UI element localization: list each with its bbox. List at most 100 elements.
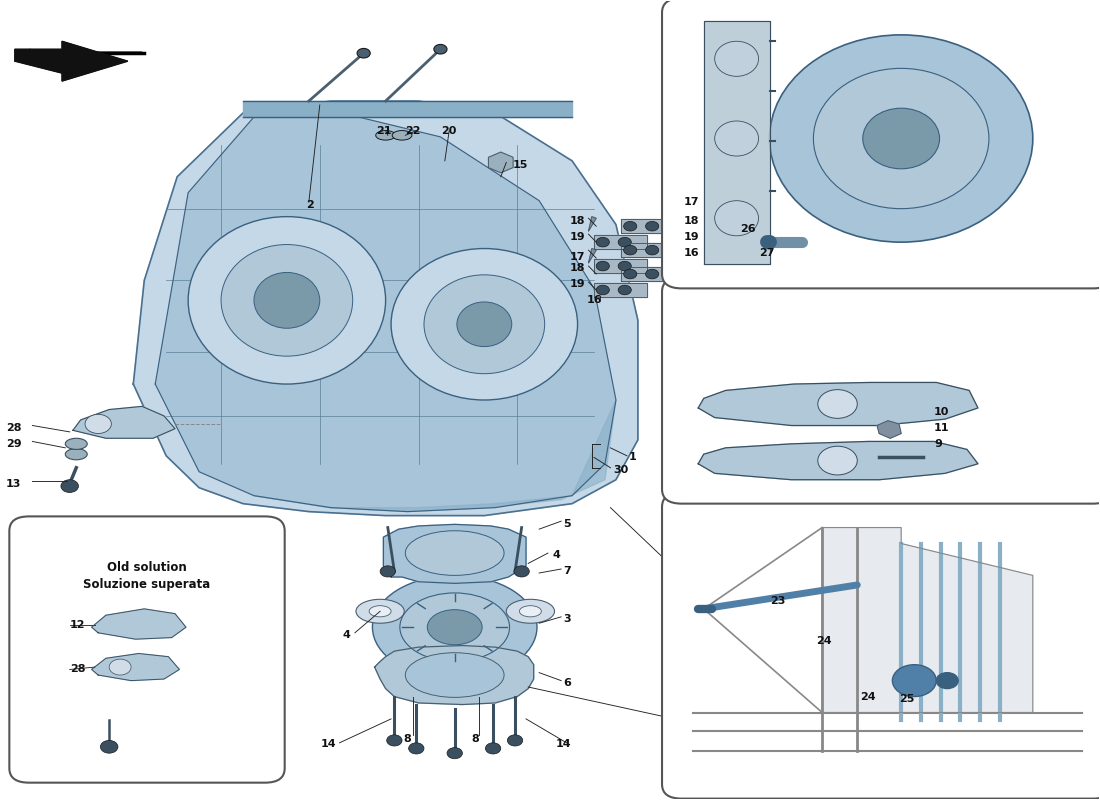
Text: 6: 6 [563, 678, 571, 688]
Ellipse shape [356, 599, 404, 623]
Circle shape [85, 414, 111, 434]
Text: 29: 29 [6, 439, 21, 449]
Ellipse shape [376, 130, 396, 140]
Circle shape [646, 270, 659, 279]
Text: 16: 16 [587, 295, 603, 306]
Text: 5: 5 [563, 518, 571, 529]
Circle shape [109, 659, 131, 675]
Text: 17: 17 [684, 198, 700, 207]
Polygon shape [14, 42, 128, 81]
Polygon shape [243, 101, 572, 117]
Text: Soluzione superata: Soluzione superata [82, 578, 210, 591]
Circle shape [646, 246, 659, 255]
Text: 22: 22 [405, 126, 421, 135]
Text: © sparepartsdir...: © sparepartsdir... [219, 166, 399, 282]
Circle shape [618, 262, 631, 271]
Text: 21: 21 [376, 126, 392, 135]
Text: 19: 19 [570, 279, 585, 290]
Ellipse shape [65, 438, 87, 450]
Ellipse shape [254, 273, 320, 328]
Polygon shape [588, 217, 596, 231]
Circle shape [936, 673, 958, 689]
Text: 13: 13 [6, 478, 21, 489]
Text: 14: 14 [321, 739, 337, 750]
Polygon shape [594, 235, 647, 250]
Circle shape [358, 49, 371, 58]
Text: 2: 2 [307, 200, 315, 210]
Ellipse shape [427, 610, 482, 645]
Circle shape [447, 747, 462, 758]
Circle shape [485, 743, 501, 754]
Polygon shape [698, 442, 978, 480]
Text: 8: 8 [472, 734, 480, 744]
Ellipse shape [715, 121, 759, 156]
Text: 24: 24 [860, 691, 876, 702]
Polygon shape [155, 113, 616, 512]
Text: 4: 4 [342, 630, 351, 640]
Ellipse shape [770, 35, 1033, 242]
Text: 10: 10 [934, 407, 949, 417]
Ellipse shape [862, 108, 939, 169]
Text: © sparepartsdir...: © sparepartsdir... [272, 262, 499, 410]
Polygon shape [91, 609, 186, 639]
Ellipse shape [813, 68, 989, 209]
Circle shape [514, 566, 529, 577]
Text: 18: 18 [570, 216, 585, 226]
Circle shape [408, 743, 424, 754]
Circle shape [618, 238, 631, 247]
Polygon shape [73, 406, 175, 438]
Text: 27: 27 [760, 247, 775, 258]
Circle shape [387, 735, 403, 746]
Ellipse shape [393, 130, 411, 140]
Polygon shape [594, 283, 647, 297]
Circle shape [60, 480, 78, 493]
Circle shape [817, 390, 857, 418]
Circle shape [100, 741, 118, 753]
Polygon shape [621, 267, 674, 282]
Text: 1: 1 [629, 452, 637, 462]
Ellipse shape [519, 606, 541, 617]
Text: 19: 19 [570, 231, 585, 242]
Text: 12: 12 [69, 620, 85, 630]
Polygon shape [621, 243, 674, 258]
Circle shape [596, 238, 609, 247]
Text: 17: 17 [570, 251, 585, 262]
Ellipse shape [715, 201, 759, 236]
Polygon shape [698, 382, 978, 426]
Text: 20: 20 [441, 126, 456, 135]
Text: 28: 28 [69, 665, 85, 674]
Circle shape [817, 446, 857, 475]
Text: 25: 25 [899, 694, 914, 704]
Ellipse shape [506, 599, 554, 623]
FancyBboxPatch shape [662, 0, 1100, 288]
Ellipse shape [405, 530, 504, 575]
Ellipse shape [424, 275, 544, 374]
Text: 11: 11 [934, 423, 949, 433]
Text: 4: 4 [552, 550, 560, 561]
Text: 8: 8 [404, 734, 411, 744]
Text: 9: 9 [934, 439, 942, 449]
Polygon shape [822, 527, 1033, 713]
Text: Old solution: Old solution [107, 561, 186, 574]
Circle shape [624, 222, 637, 231]
Ellipse shape [221, 245, 353, 356]
Circle shape [618, 286, 631, 294]
Text: 23: 23 [771, 596, 786, 606]
Ellipse shape [370, 606, 392, 617]
Polygon shape [588, 249, 596, 263]
Ellipse shape [405, 653, 504, 698]
Ellipse shape [456, 302, 512, 346]
Text: 28: 28 [6, 423, 21, 433]
Polygon shape [594, 259, 647, 274]
Polygon shape [254, 400, 616, 512]
Ellipse shape [188, 217, 386, 384]
Text: 18: 18 [684, 216, 700, 226]
Circle shape [507, 735, 522, 746]
Circle shape [596, 262, 609, 271]
Text: 18: 18 [570, 263, 585, 274]
Ellipse shape [400, 593, 509, 662]
Text: 24: 24 [816, 636, 833, 646]
Text: 3: 3 [563, 614, 571, 624]
FancyBboxPatch shape [9, 516, 285, 782]
Circle shape [624, 246, 637, 255]
